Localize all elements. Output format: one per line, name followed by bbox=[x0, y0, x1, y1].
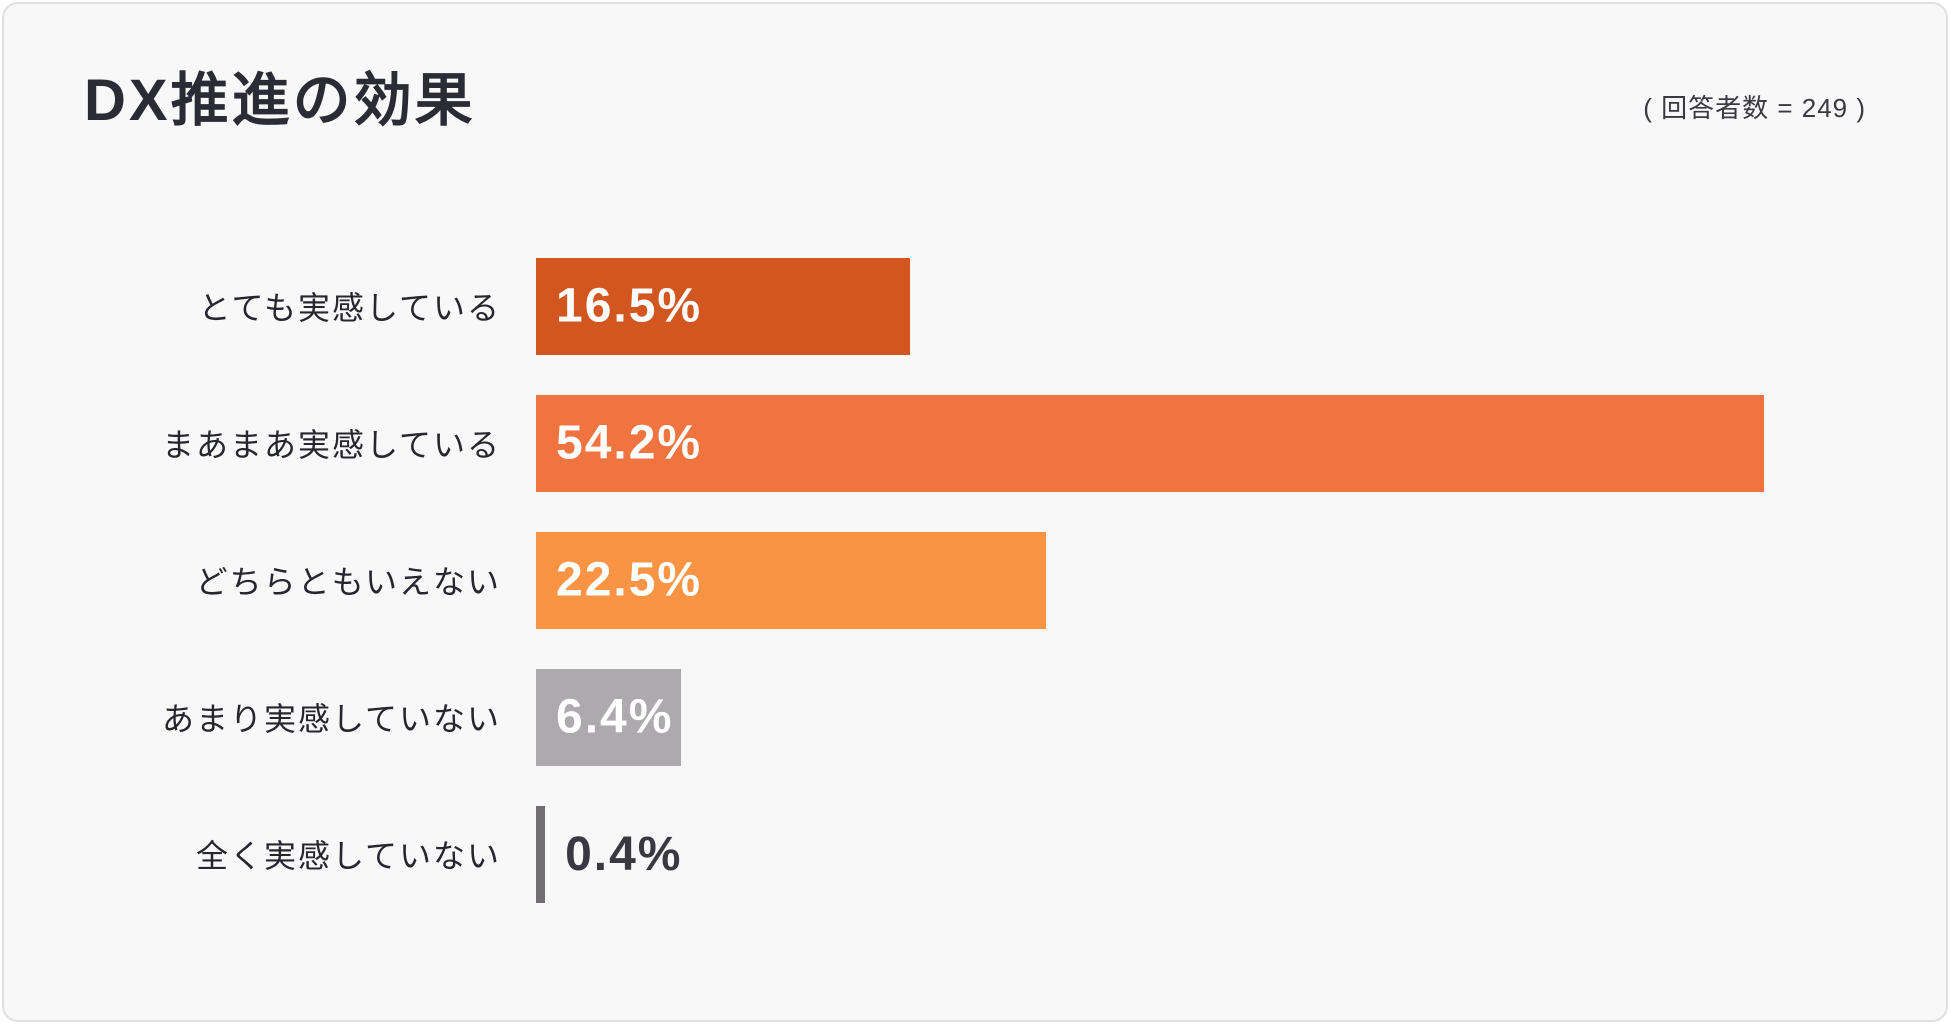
bar-track: 0.4% bbox=[536, 805, 1882, 903]
bar-fill bbox=[536, 805, 546, 903]
bar-value-label: 16.5% bbox=[556, 279, 703, 333]
category-label: 全く実感していない bbox=[195, 838, 501, 875]
bar-value-label: 22.5% bbox=[556, 553, 703, 607]
respondents-note: ( 回答者数 = 249 ) bbox=[1643, 93, 1866, 123]
bar-row: まあまあ実感している 54.2% bbox=[84, 394, 1882, 492]
bar-value-label: 54.2% bbox=[556, 416, 703, 470]
bar-value-label: 6.4% bbox=[556, 690, 674, 744]
bar-fill bbox=[536, 257, 910, 355]
bar-row: あまり実感していない 6.4% bbox=[84, 668, 1882, 766]
bar-track: 16.5% bbox=[536, 257, 1882, 355]
bar-track: 22.5% bbox=[536, 531, 1882, 629]
bar-chart: とても実感している 16.5% まあまあ実感している 54.2% どちらともいえ… bbox=[4, 257, 1946, 903]
category-label: まあまあ実感している bbox=[161, 427, 501, 464]
chart-title: DX推進の効果 bbox=[84, 68, 476, 133]
category-label: どちらともいえない bbox=[195, 564, 501, 601]
bar-fill bbox=[536, 531, 1046, 629]
chart-header: DX推進の効果 ( 回答者数 = 249 ) bbox=[4, 4, 1946, 136]
category-label: とても実感している bbox=[198, 290, 501, 327]
bar-value-label: 0.4% bbox=[565, 827, 683, 881]
bar-row: どちらともいえない 22.5% bbox=[84, 531, 1882, 629]
bar-track: 54.2% bbox=[536, 394, 1882, 492]
bar-track: 6.4% bbox=[536, 668, 1882, 766]
bar-fill bbox=[536, 668, 682, 766]
category-label: あまり実感していない bbox=[161, 701, 501, 738]
bar-row: 全く実感していない 0.4% bbox=[84, 805, 1882, 903]
bar-row: とても実感している 16.5% bbox=[84, 257, 1882, 355]
bar-fill bbox=[536, 394, 1765, 492]
